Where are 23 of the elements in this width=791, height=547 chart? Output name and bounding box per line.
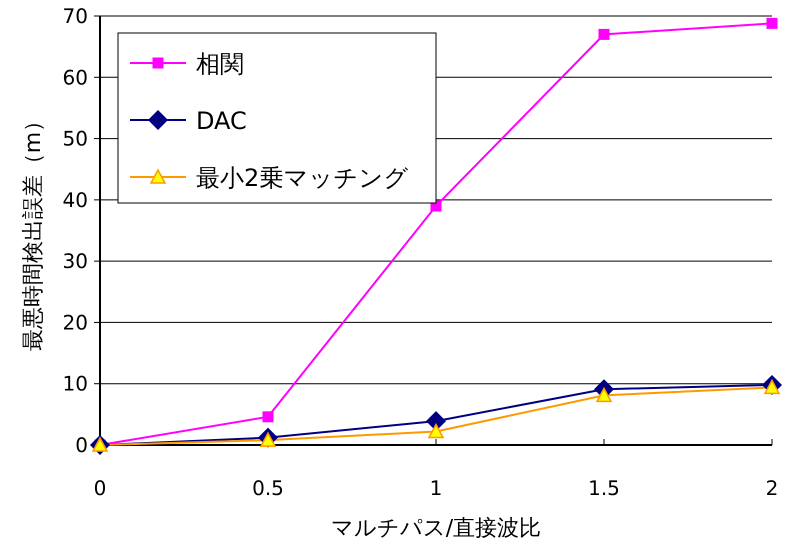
x-tick-label: 1.5 — [588, 476, 620, 500]
y-tick-label: 70 — [62, 4, 88, 28]
point — [598, 28, 610, 40]
legend-label: 最小2乗マッチング — [196, 164, 408, 192]
point — [262, 411, 274, 422]
y-tick-label: 20 — [62, 310, 88, 334]
legend-label: DAC — [196, 107, 247, 135]
point — [428, 424, 444, 438]
y-tick-label: 10 — [62, 372, 88, 396]
y-tick-label: 40 — [62, 188, 88, 212]
y-tick-label: 30 — [62, 249, 88, 274]
x-tick-label: 1 — [430, 476, 442, 500]
point — [596, 388, 612, 402]
x-tick-label: 0 — [94, 476, 106, 500]
y-tick-label: 0 — [75, 433, 88, 457]
x-axis-title: マルチパス/直接波比 — [330, 516, 542, 541]
x-tick-label: 2 — [766, 476, 778, 500]
point — [766, 18, 778, 29]
y-tick-label: 60 — [62, 65, 88, 90]
x-tick-label: 0.5 — [252, 476, 284, 500]
y-tick-label: 50 — [62, 126, 88, 151]
y-axis-title: 最悪時間検出誤差（m） — [21, 110, 46, 352]
legend-label: 相関 — [196, 50, 244, 78]
